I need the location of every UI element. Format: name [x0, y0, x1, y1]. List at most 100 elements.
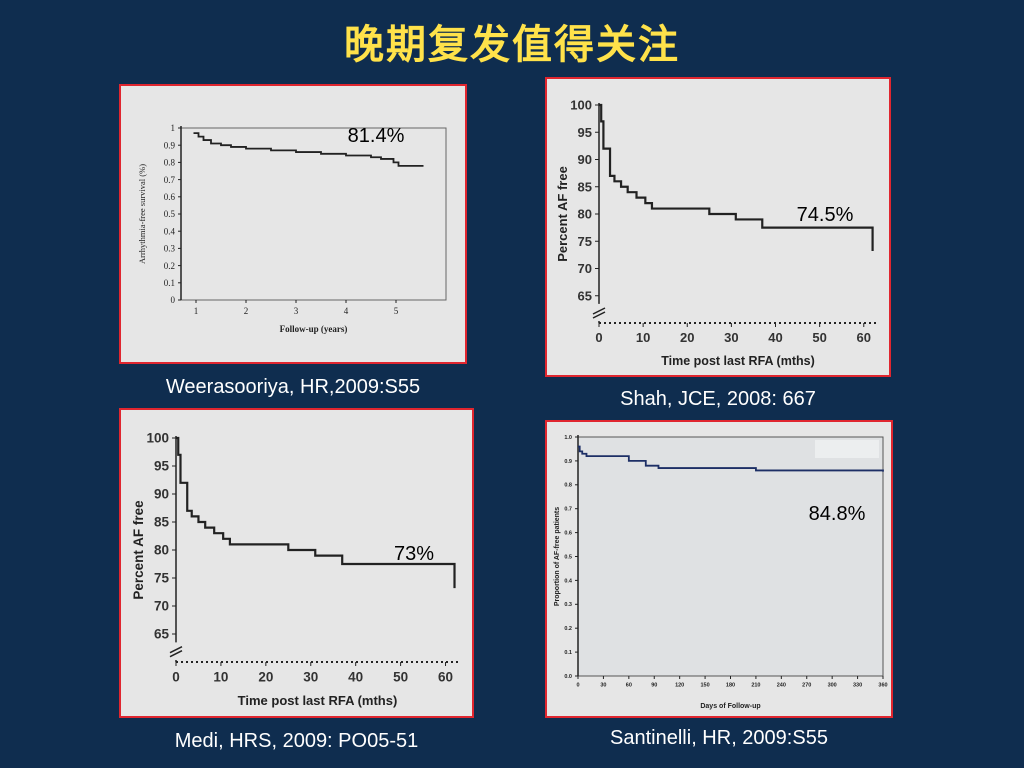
x-tick-label: 30 [724, 330, 738, 345]
y-tick-label: 0.9 [564, 459, 572, 465]
y-tick-label: 0.8 [164, 158, 176, 168]
x-axis-label: Time post last RFA (mths) [238, 693, 398, 708]
y-tick-label: 100 [570, 98, 592, 113]
x-tick-label: 30 [303, 670, 318, 685]
y-tick-label: 0.9 [164, 140, 176, 150]
x-tick-label: 330 [853, 683, 862, 689]
x-tick-label: 240 [777, 683, 786, 689]
y-tick-label: 95 [154, 459, 170, 474]
chart-santinelli: 0.0 0.1 0.2 0.3 0.4 0.5 0.6 0.7 0.8 0.9 1.0 0 30 60 90… [547, 422, 891, 716]
chart-panel-santinelli: 0.0 0.1 0.2 0.3 0.4 0.5 0.6 0.7 0.8 0.9 1.0 0 30 60 90… [545, 420, 893, 718]
y-tick-label: 0 [171, 295, 176, 305]
x-tick-label: 60 [438, 670, 453, 685]
y-tick-label: 0.5 [564, 554, 572, 560]
y-tick-label: 0.3 [164, 244, 176, 254]
y-tick-label: 0.8 [564, 483, 572, 489]
caption-santinelli: Santinelli, HR, 2009:S55 [610, 727, 828, 749]
chart-weerasooriya: 0 0.1 0.2 0.3 0.4 0.5 0.6 0.7 0.8 0.9 1 1 2 3 4 5 Follow… [121, 86, 465, 362]
x-tick-label: 10 [213, 670, 228, 685]
x-tick-label: 40 [348, 670, 363, 685]
x-tick-label: 270 [802, 683, 811, 689]
y-tick-label: 80 [578, 207, 592, 222]
y-tick-label: 70 [578, 261, 592, 276]
x-tick-label: 30 [600, 683, 606, 689]
x-tick-label: 0 [172, 670, 180, 685]
y-tick-label: 65 [154, 627, 170, 642]
y-tick-label: 0.7 [164, 175, 176, 185]
y-tick-label: 0.1 [564, 650, 572, 656]
chart-panel-medi: 65 70 75 80 85 90 95 100 0 10 20 30 40 50 60 Time post … [119, 408, 474, 718]
chart-panel-shah: 65 70 75 80 85 90 95 100 0 10 20 30 40 50 60 Time post … [545, 77, 891, 377]
x-tick-label: 210 [751, 683, 760, 689]
y-axis-label: Percent AF free [131, 500, 146, 600]
caption-medi: Medi, HRS, 2009: PO05-51 [174, 730, 419, 752]
survival-curve [578, 445, 884, 472]
x-tick-label: 180 [726, 683, 735, 689]
slide-title: 晚期复发值得关注 [344, 22, 680, 68]
y-tick-label: 90 [578, 152, 592, 167]
plot-area [578, 437, 883, 676]
y-tick-label: 75 [154, 571, 170, 586]
x-tick-label: 40 [768, 330, 782, 345]
annotation-label: 81.4% [348, 125, 405, 147]
x-tick-label: 120 [675, 683, 684, 689]
plot-area [176, 438, 459, 662]
y-tick-label: 0.0 [564, 674, 572, 680]
axis-break-mark [592, 311, 606, 319]
y-tick-label: 85 [154, 515, 170, 530]
x-tick-label: 0 [595, 330, 602, 345]
plot-area [599, 105, 877, 323]
x-tick-label: 60 [857, 330, 871, 345]
y-tick-label: 0.2 [164, 261, 175, 271]
y-tick-label: 1.0 [564, 435, 572, 441]
caption-shah: Shah, JCE, 2008: 667 [620, 388, 816, 410]
y-tick-label: 0.1 [164, 278, 175, 288]
y-tick-label: 0.6 [564, 531, 572, 537]
x-tick-label: 90 [651, 683, 657, 689]
axis-break-mark [169, 646, 183, 654]
x-axis-label: Days of Follow-up [700, 703, 760, 710]
x-tick-label: 50 [393, 670, 408, 685]
plot-area [181, 128, 446, 300]
x-tick-label: 20 [258, 670, 273, 685]
y-tick-label: 0.7 [564, 507, 572, 513]
annotation-label: 84.8% [809, 503, 866, 525]
annotation-label: 73% [394, 543, 434, 565]
x-tick-label: 3 [294, 306, 299, 316]
y-tick-label: 90 [154, 487, 169, 502]
x-tick-label: 50 [812, 330, 826, 345]
y-tick-label: 0.4 [564, 578, 573, 584]
survival-curve [599, 103, 874, 252]
legend-box [815, 440, 879, 458]
y-tick-label: 0.5 [164, 209, 176, 219]
x-tick-label: 300 [828, 683, 837, 689]
y-tick-label: 80 [154, 543, 169, 558]
axis-break-mark [169, 650, 183, 658]
y-tick-label: 85 [578, 179, 592, 194]
annotation-label: 74.5% [797, 204, 854, 226]
survival-curve [176, 436, 456, 589]
x-axis-label: Time post last RFA (mths) [661, 354, 815, 368]
y-tick-label: 75 [578, 234, 592, 249]
x-tick-label: 0 [576, 683, 579, 689]
x-tick-label: 5 [394, 306, 399, 316]
x-tick-label: 10 [636, 330, 650, 345]
x-axis-label: Follow-up (years) [280, 324, 348, 334]
survival-curve [193, 132, 424, 167]
y-tick-label: 95 [578, 125, 592, 140]
chart-panel-weerasooriya: 0 0.1 0.2 0.3 0.4 0.5 0.6 0.7 0.8 0.9 1 1 2 3 4 5 Follow… [119, 84, 467, 364]
y-tick-label: 0.4 [164, 226, 176, 236]
y-tick-label: 65 [578, 288, 592, 303]
x-tick-label: 20 [680, 330, 694, 345]
x-tick-label: 2 [244, 306, 249, 316]
x-tick-label: 1 [194, 306, 199, 316]
x-tick-label: 60 [626, 683, 632, 689]
axis-break-mark [592, 307, 606, 315]
y-tick-label: 0.3 [564, 602, 572, 608]
y-tick-label: 100 [146, 431, 169, 446]
x-tick-label: 150 [700, 683, 709, 689]
chart-shah: 65 70 75 80 85 90 95 100 0 10 20 30 40 50 60 Time post … [547, 79, 889, 375]
y-axis-label: Proportion of AF-free patients [554, 507, 561, 606]
y-axis-label: Percent AF free [555, 166, 570, 262]
y-axis-label: Arrhythmia-free survival (%) [137, 164, 147, 264]
